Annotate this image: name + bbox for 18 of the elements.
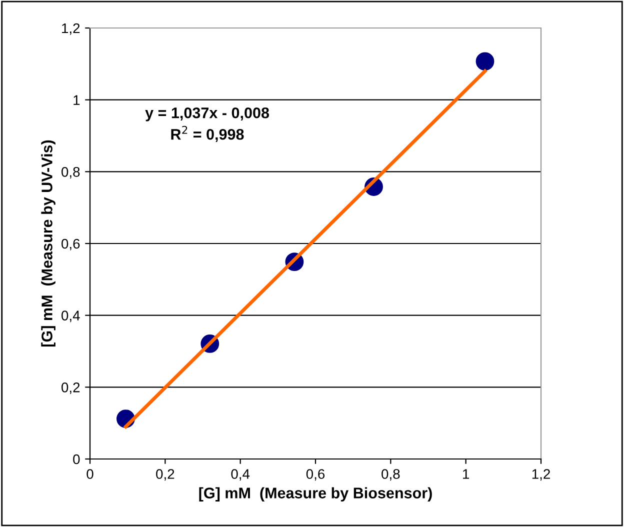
x-tick-label: 0,2 [156, 469, 174, 481]
x-axis-title: [G] mM (Measure by Biosensor) [199, 487, 432, 502]
annotation: y = 1,037x - 0,008 R$^{2}$ = 0,998 [145, 107, 270, 142]
x-tick-label: 0,8 [382, 469, 400, 481]
y-tick-label: 1,2 [62, 23, 80, 35]
y-tick-label: 0,6 [62, 238, 80, 250]
x-tick-label: 0,4 [231, 469, 250, 481]
x-tick-label: 1,2 [532, 469, 550, 481]
x-tick-label: 1 [463, 469, 470, 479]
y-tick-label: 0,4 [62, 310, 80, 322]
y-tick-label: 0,2 [62, 382, 80, 394]
y-tick-label: 1 [74, 95, 80, 105]
point [476, 52, 494, 71]
x-tick-label: 0 [86, 469, 94, 479]
y-tick-label: 0,8 [62, 167, 80, 178]
x-tick-label: 0,6 [306, 469, 325, 481]
y-axis-title: [G] mM (Measure by UV-Vis) [41, 140, 56, 346]
y-tick-label: 0 [73, 454, 80, 464]
